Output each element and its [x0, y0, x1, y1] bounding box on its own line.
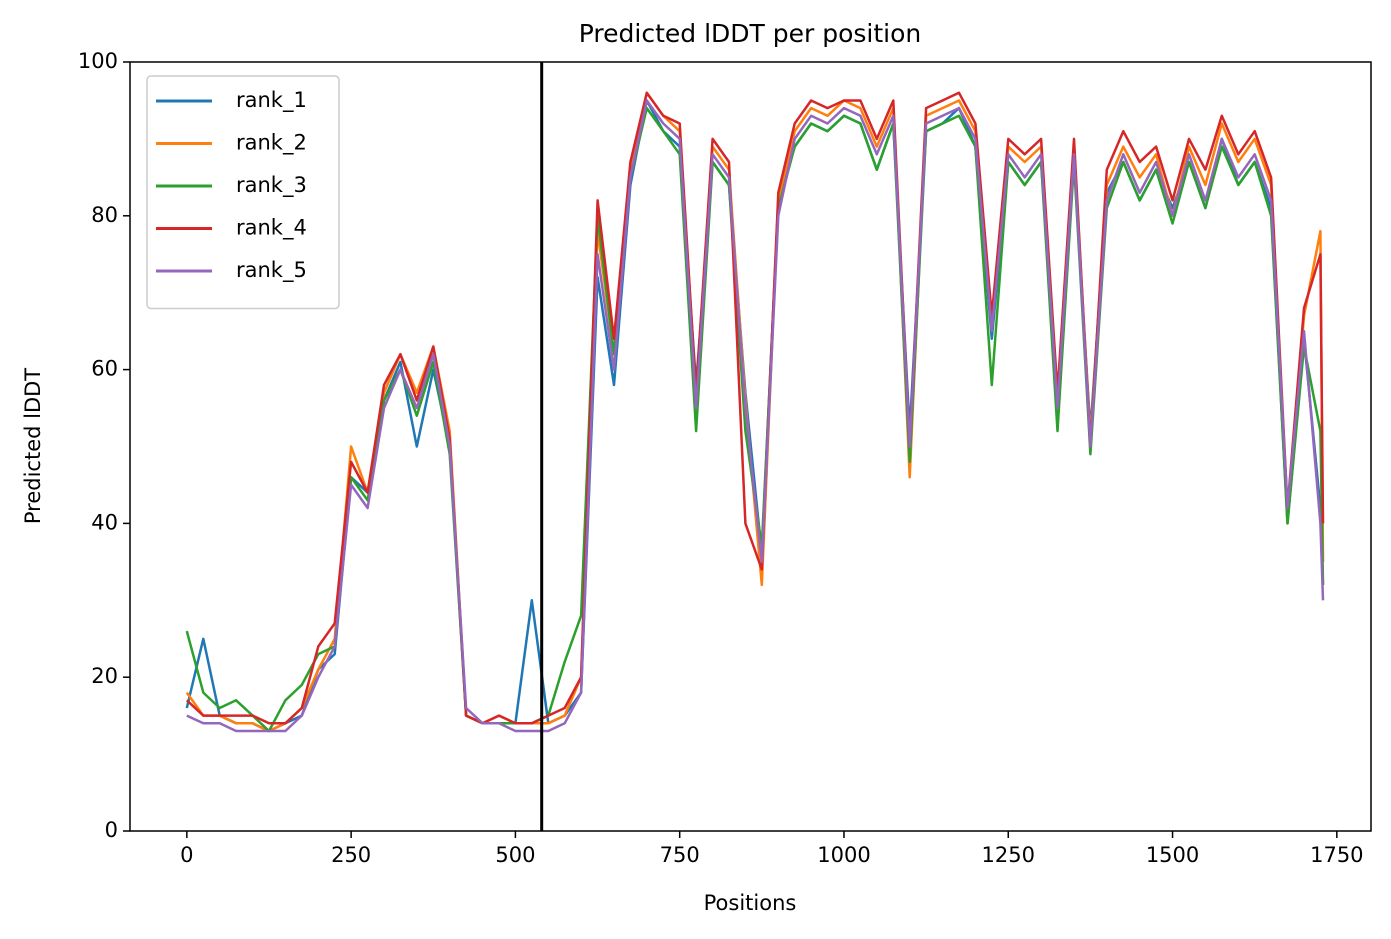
- legend-label: rank_2: [236, 131, 307, 156]
- series-line: [185, 106, 1325, 733]
- series-line: [185, 91, 1325, 725]
- x-tick-label: 0: [180, 843, 193, 867]
- x-tick-label: 1750: [1310, 843, 1363, 867]
- plot-lines: [185, 62, 1325, 831]
- y-tick-label: 60: [91, 357, 118, 381]
- legend-label: rank_4: [236, 216, 307, 241]
- legend: rank_1 rank_2 rank_3 rank_4 rank_5: [146, 75, 340, 310]
- x-tick-label: 1000: [817, 843, 870, 867]
- series-line: [186, 99, 1325, 733]
- y-tick-label: 40: [91, 510, 118, 534]
- y-tick-label: 100: [78, 49, 118, 73]
- chart-title: Predicted lDDT per position: [579, 19, 921, 48]
- legend-label: rank_5: [236, 258, 307, 283]
- y-tick-label: 80: [91, 203, 118, 227]
- series-line: [185, 99, 1325, 733]
- x-tick-label: 500: [495, 843, 535, 867]
- x-tick-label: 1250: [982, 843, 1035, 867]
- y-axis-label: Predicted lDDT: [21, 368, 45, 524]
- y-tick-label: 20: [91, 664, 118, 688]
- legend-box: [146, 75, 340, 310]
- x-tick-label: 750: [660, 843, 700, 867]
- y-tick-label: 0: [105, 818, 118, 842]
- x-axis-label: Positions: [704, 891, 797, 915]
- plot-frame: [129, 61, 1372, 832]
- x-tick-label: 1500: [1146, 843, 1199, 867]
- legend-label: rank_1: [236, 88, 307, 113]
- series-line: [185, 91, 1325, 733]
- legend-label: rank_3: [236, 173, 307, 198]
- x-tick-label: 250: [331, 843, 371, 867]
